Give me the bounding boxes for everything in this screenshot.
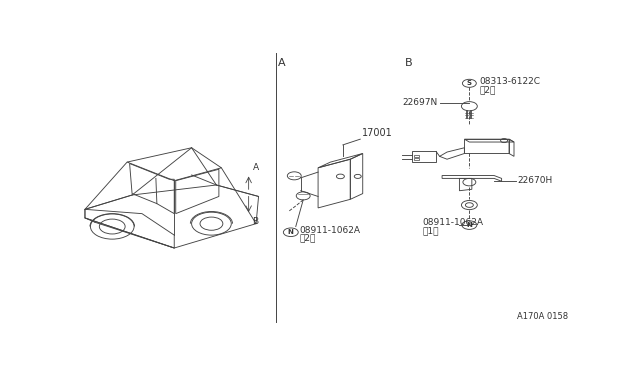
Text: B: B [253,217,259,227]
Text: 08911-1062A: 08911-1062A [300,226,361,235]
Text: 22670H: 22670H [518,176,553,185]
Text: B: B [405,58,413,68]
Text: A170A 0158: A170A 0158 [517,312,568,321]
Bar [412,151,436,161]
Bar [414,155,419,157]
Text: N: N [467,222,472,228]
Text: N: N [288,229,294,235]
Text: 08911-1062A: 08911-1062A [422,218,483,227]
Bar [414,158,419,160]
Text: A: A [278,58,286,68]
Text: 08313-6122C: 08313-6122C [479,77,540,86]
Text: S: S [467,80,472,86]
Text: 17001: 17001 [362,128,392,138]
Text: （2）: （2） [300,234,316,243]
Text: （1）: （1） [422,226,439,235]
Text: （2）: （2） [479,85,495,94]
Text: A: A [253,163,259,172]
Text: 22697N: 22697N [402,98,437,107]
